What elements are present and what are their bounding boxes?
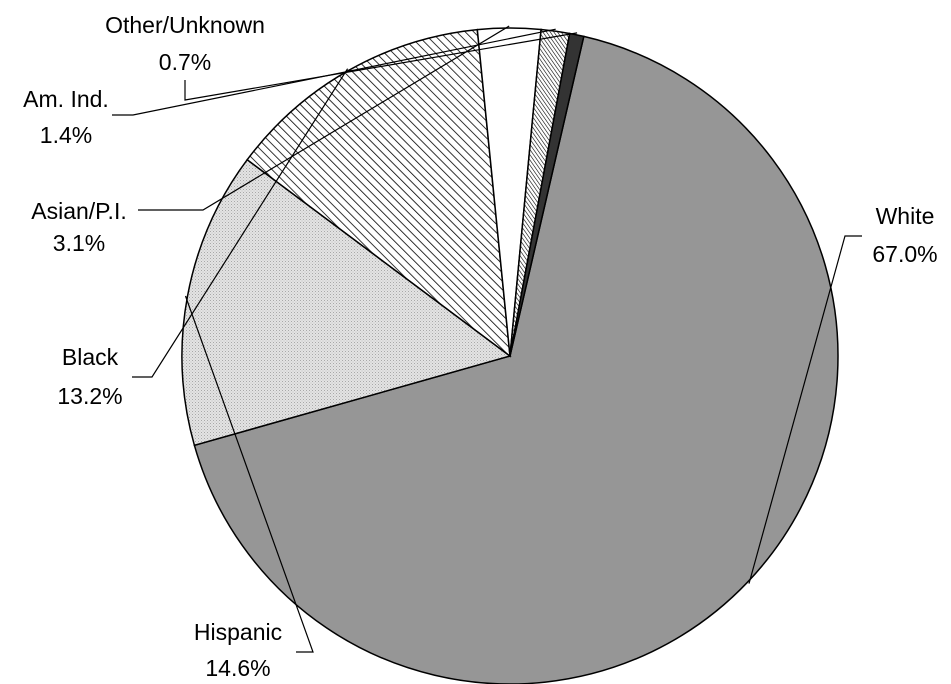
slice-label-other: Other/Unknown bbox=[105, 12, 265, 38]
leader-line-other-unknown bbox=[184, 32, 578, 101]
slice-labels: White 67.0% Hispanic 14.6% Black 13.2% A… bbox=[23, 12, 937, 681]
slice-value-am-ind: 1.4% bbox=[40, 122, 92, 148]
leader-lines bbox=[112, 25, 862, 653]
slice-value-hispanic: 14.6% bbox=[205, 655, 270, 681]
pie-slice-hispanic bbox=[181, 158, 512, 447]
leader-line-am-ind bbox=[112, 28, 556, 116]
slice-value-other: 0.7% bbox=[159, 49, 211, 75]
leader-line-hispanic bbox=[184, 295, 314, 653]
slice-value-asian: 3.1% bbox=[53, 230, 105, 256]
slice-value-white: 67.0% bbox=[872, 241, 937, 267]
pie-slices bbox=[181, 27, 839, 684]
leader-line-white bbox=[748, 235, 862, 584]
pie-slice-black bbox=[246, 28, 511, 358]
slice-label-am-ind: Am. Ind. bbox=[23, 86, 109, 112]
slice-value-black: 13.2% bbox=[57, 383, 122, 409]
leader-line-black bbox=[132, 68, 349, 378]
slice-label-asian: Asian/P.I. bbox=[31, 198, 126, 224]
pie-slice-other-unknown bbox=[509, 32, 585, 357]
pie-slice-white bbox=[193, 35, 839, 684]
slice-label-black: Black bbox=[62, 344, 119, 370]
leader-line-asian-p-i bbox=[138, 25, 510, 211]
slice-label-hispanic: Hispanic bbox=[194, 619, 282, 645]
slice-label-white: White bbox=[876, 203, 935, 229]
